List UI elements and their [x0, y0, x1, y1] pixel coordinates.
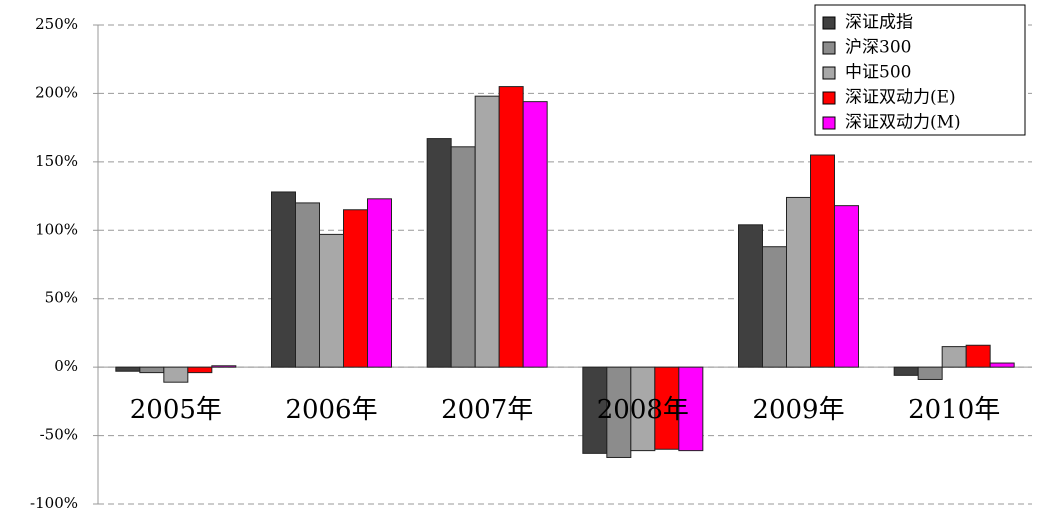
bar [582, 366, 608, 454]
bar [426, 138, 452, 368]
y-tick-label: -100% [30, 494, 78, 512]
bar [738, 224, 763, 368]
bar [762, 246, 787, 368]
bar [115, 366, 141, 372]
bar [941, 346, 967, 368]
bar [474, 95, 500, 368]
bar [343, 209, 368, 368]
legend-swatch [822, 41, 836, 55]
bar [606, 366, 632, 458]
x-tick-label: 2010年 [908, 395, 1000, 425]
x-tick-label: 2006年 [285, 395, 377, 425]
bar [139, 366, 165, 374]
y-tick-label: 50% [45, 289, 78, 307]
bar [893, 366, 919, 376]
x-tick-label: 2005年 [130, 395, 222, 425]
bar [786, 196, 811, 368]
legend-label: 中证500 [845, 63, 911, 83]
bar [163, 366, 189, 383]
x-tick-label: 2008年 [597, 395, 689, 425]
bar [367, 198, 392, 368]
y-tick-label: 200% [35, 83, 78, 101]
legend-swatch [822, 91, 836, 105]
bar [654, 366, 680, 450]
legend-label: 沪深300 [845, 38, 911, 58]
x-tick-label: 2007年 [441, 395, 533, 425]
y-tick-label: 150% [35, 152, 78, 170]
bar [450, 146, 476, 368]
y-tick-label: -50% [40, 426, 78, 444]
bar [295, 202, 320, 368]
legend-swatch [822, 66, 836, 80]
bar [810, 154, 835, 368]
y-tick-label: 100% [35, 220, 78, 238]
y-tick-label: 250% [35, 15, 78, 33]
legend-swatch [822, 16, 836, 30]
bar [187, 366, 213, 374]
bar [211, 365, 237, 368]
bar [965, 344, 991, 368]
bar [678, 366, 704, 452]
bar [522, 101, 548, 368]
legend-box [814, 4, 1026, 136]
legend-label: 深证双动力(M) [845, 113, 961, 133]
bar [989, 362, 1015, 368]
legend-label: 深证成指 [845, 13, 913, 33]
bar [834, 205, 859, 368]
legend-swatch [822, 116, 836, 130]
legend-label: 深证双动力(E) [845, 88, 956, 108]
bar [917, 366, 943, 380]
bar [271, 191, 296, 368]
bar [498, 86, 524, 368]
x-tick-label: 2009年 [752, 395, 844, 425]
bar [319, 233, 344, 368]
y-tick-label: 0% [54, 357, 78, 375]
